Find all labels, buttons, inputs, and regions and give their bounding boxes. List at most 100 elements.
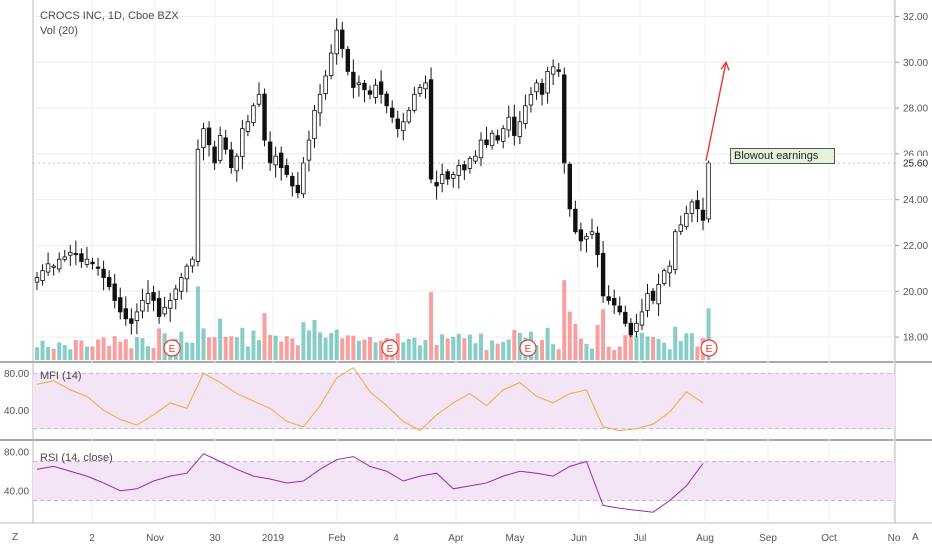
candle-body: [267, 141, 273, 164]
candle-body: [356, 82, 362, 85]
candle-body: [506, 116, 511, 131]
candle-body: [295, 184, 301, 194]
volume-bar: [184, 342, 189, 360]
candle-body: [345, 48, 350, 72]
volume-bar: [562, 280, 567, 360]
volume-bar: [229, 336, 234, 360]
candle-body: [617, 305, 622, 313]
volume-bar: [140, 338, 145, 360]
price-tick-label: 20.00: [903, 287, 928, 298]
candle-body: [489, 132, 495, 147]
candle-body: [495, 135, 500, 141]
time-tick-label: Feb: [328, 533, 346, 544]
volume-bar: [73, 339, 78, 360]
earnings-marker: [381, 339, 399, 357]
volume-bar: [656, 339, 661, 360]
volume-bar: [118, 341, 123, 360]
candle-body: [212, 146, 217, 164]
volume-bar: [401, 342, 406, 360]
rsi-label[interactable]: RSI (14, close): [40, 452, 113, 464]
volume-bar: [623, 335, 628, 360]
earnings-marker-label: E: [387, 344, 394, 355]
candle-body: [700, 209, 706, 221]
candle-body: [323, 75, 328, 94]
volume-bar: [90, 346, 95, 360]
candle-body: [378, 81, 384, 95]
candle-body: [573, 208, 578, 233]
volume-bar: [484, 350, 489, 360]
candle-body: [262, 93, 267, 141]
price-tick-label: 30.00: [903, 58, 928, 69]
volume-bar: [578, 338, 583, 360]
auto-scale-label[interactable]: A: [912, 532, 919, 543]
indicator-band: [33, 373, 895, 429]
volume-bar: [195, 286, 200, 360]
candle-body: [140, 300, 145, 312]
volume-bar: [134, 337, 139, 360]
volume-bar: [373, 342, 378, 360]
candle-body: [184, 265, 190, 280]
annotation-note[interactable]: Blowout earnings: [730, 148, 835, 164]
candle-body: [145, 293, 151, 304]
candle-body: [284, 165, 289, 175]
candle-body: [62, 256, 67, 260]
volume-bar: [573, 323, 578, 360]
volume-bar: [107, 345, 112, 360]
volume-indicator-label[interactable]: Vol (20): [40, 25, 78, 37]
candle-body: [373, 84, 378, 98]
candle-body: [401, 121, 406, 132]
candle-body: [595, 232, 600, 256]
candle-body: [45, 263, 51, 273]
candle-body: [473, 155, 478, 162]
symbol-title[interactable]: CROCS INC, 1D, Cboe BZX: [40, 10, 179, 22]
candle-body: [412, 93, 417, 111]
price-tick-label: 28.00: [903, 104, 928, 115]
candle-body: [512, 116, 517, 136]
volume-bar: [201, 328, 206, 360]
candle-body: [95, 266, 101, 269]
candle-body: [645, 293, 650, 311]
volume-bar: [351, 335, 356, 360]
candle-body: [340, 29, 345, 49]
volume-bar: [689, 333, 694, 360]
candle-body: [328, 52, 334, 77]
candle-body: [650, 290, 656, 301]
candle-body: [534, 82, 539, 93]
volume-bar: [440, 334, 445, 360]
volume-bar: [567, 311, 572, 360]
volume-bar: [639, 332, 644, 360]
volume-bar: [157, 328, 162, 360]
candle-body: [68, 251, 73, 256]
candle-body: [40, 270, 45, 281]
volume-bar: [240, 327, 245, 360]
timezone-z-label[interactable]: Z: [12, 532, 19, 543]
candle-body: [456, 164, 461, 176]
candle-body: [389, 107, 395, 118]
candle-body: [584, 235, 589, 240]
candle-body: [234, 155, 239, 172]
volume-bar: [706, 308, 711, 360]
candle-body: [334, 29, 339, 55]
indicator-band: [33, 461, 895, 501]
candle-body: [73, 253, 79, 256]
indicator-tick-label: 80.00: [4, 369, 29, 380]
volume-bar: [417, 345, 422, 360]
candle-body: [417, 87, 423, 94]
volume-bar: [590, 348, 594, 360]
candle-body: [306, 139, 312, 161]
candle-body: [667, 265, 672, 274]
candle-body: [484, 139, 489, 146]
indicator-tick-label: 80.00: [4, 447, 29, 458]
volume-bar: [684, 333, 689, 360]
mfi-label[interactable]: MFI (14): [40, 370, 82, 382]
indicator-line: [36, 367, 704, 432]
candle-body: [312, 109, 317, 140]
time-tick-label: Oct: [821, 533, 837, 544]
volume-bar: [434, 344, 439, 360]
volume-bar: [595, 324, 600, 360]
candle-body: [406, 109, 412, 123]
indicator-line: [36, 453, 704, 513]
volume-bar: [345, 335, 350, 360]
volume-bar: [306, 330, 311, 360]
